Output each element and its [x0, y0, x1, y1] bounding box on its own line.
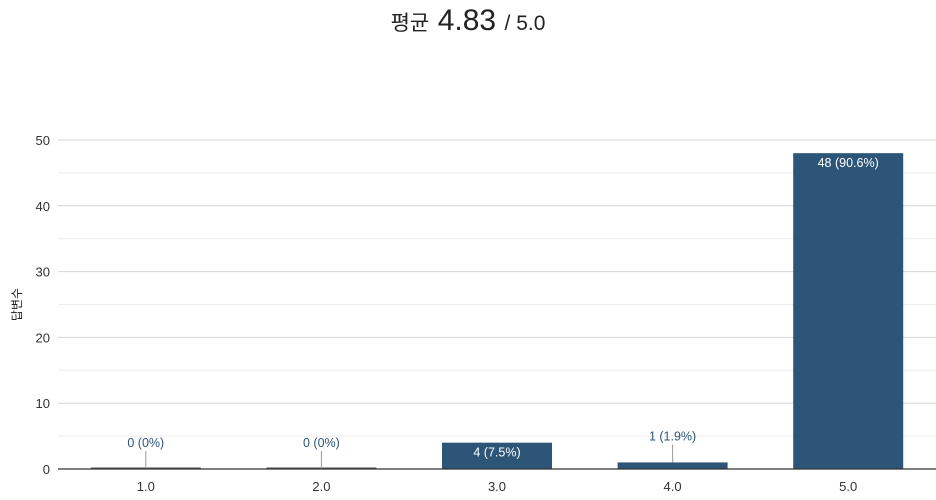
bar — [793, 153, 904, 469]
y-tick-label: 20 — [36, 330, 50, 345]
x-tick-label: 5.0 — [839, 479, 857, 494]
average-label: 평균 — [390, 12, 430, 35]
x-tick-label: 3.0 — [488, 479, 506, 494]
y-tick-label: 40 — [36, 199, 50, 214]
data-label: 0 (0%) — [127, 436, 164, 450]
y-tick-label: 30 — [36, 265, 50, 280]
y-axis-label: 답변수 — [10, 288, 24, 321]
chart-title: 평균 4.83 / 5.0 — [0, 4, 936, 38]
data-label: 1 (1.9%) — [649, 429, 696, 443]
bar — [442, 442, 552, 469]
data-label: 48 (90.6%) — [818, 156, 879, 170]
x-tick-label: 2.0 — [312, 479, 330, 494]
data-label: 0 (0%) — [303, 436, 340, 450]
x-tick-label: 4.0 — [664, 479, 682, 494]
x-tick-label: 1.0 — [137, 479, 155, 494]
y-tick-label: 50 — [36, 133, 50, 148]
average-max: / 5.0 — [504, 12, 546, 35]
data-label: 4 (7.5%) — [473, 446, 520, 460]
bar — [617, 462, 728, 469]
y-tick-label: 10 — [36, 396, 50, 411]
average-value: 4.83 — [437, 4, 497, 37]
y-tick-label: 0 — [43, 462, 50, 477]
